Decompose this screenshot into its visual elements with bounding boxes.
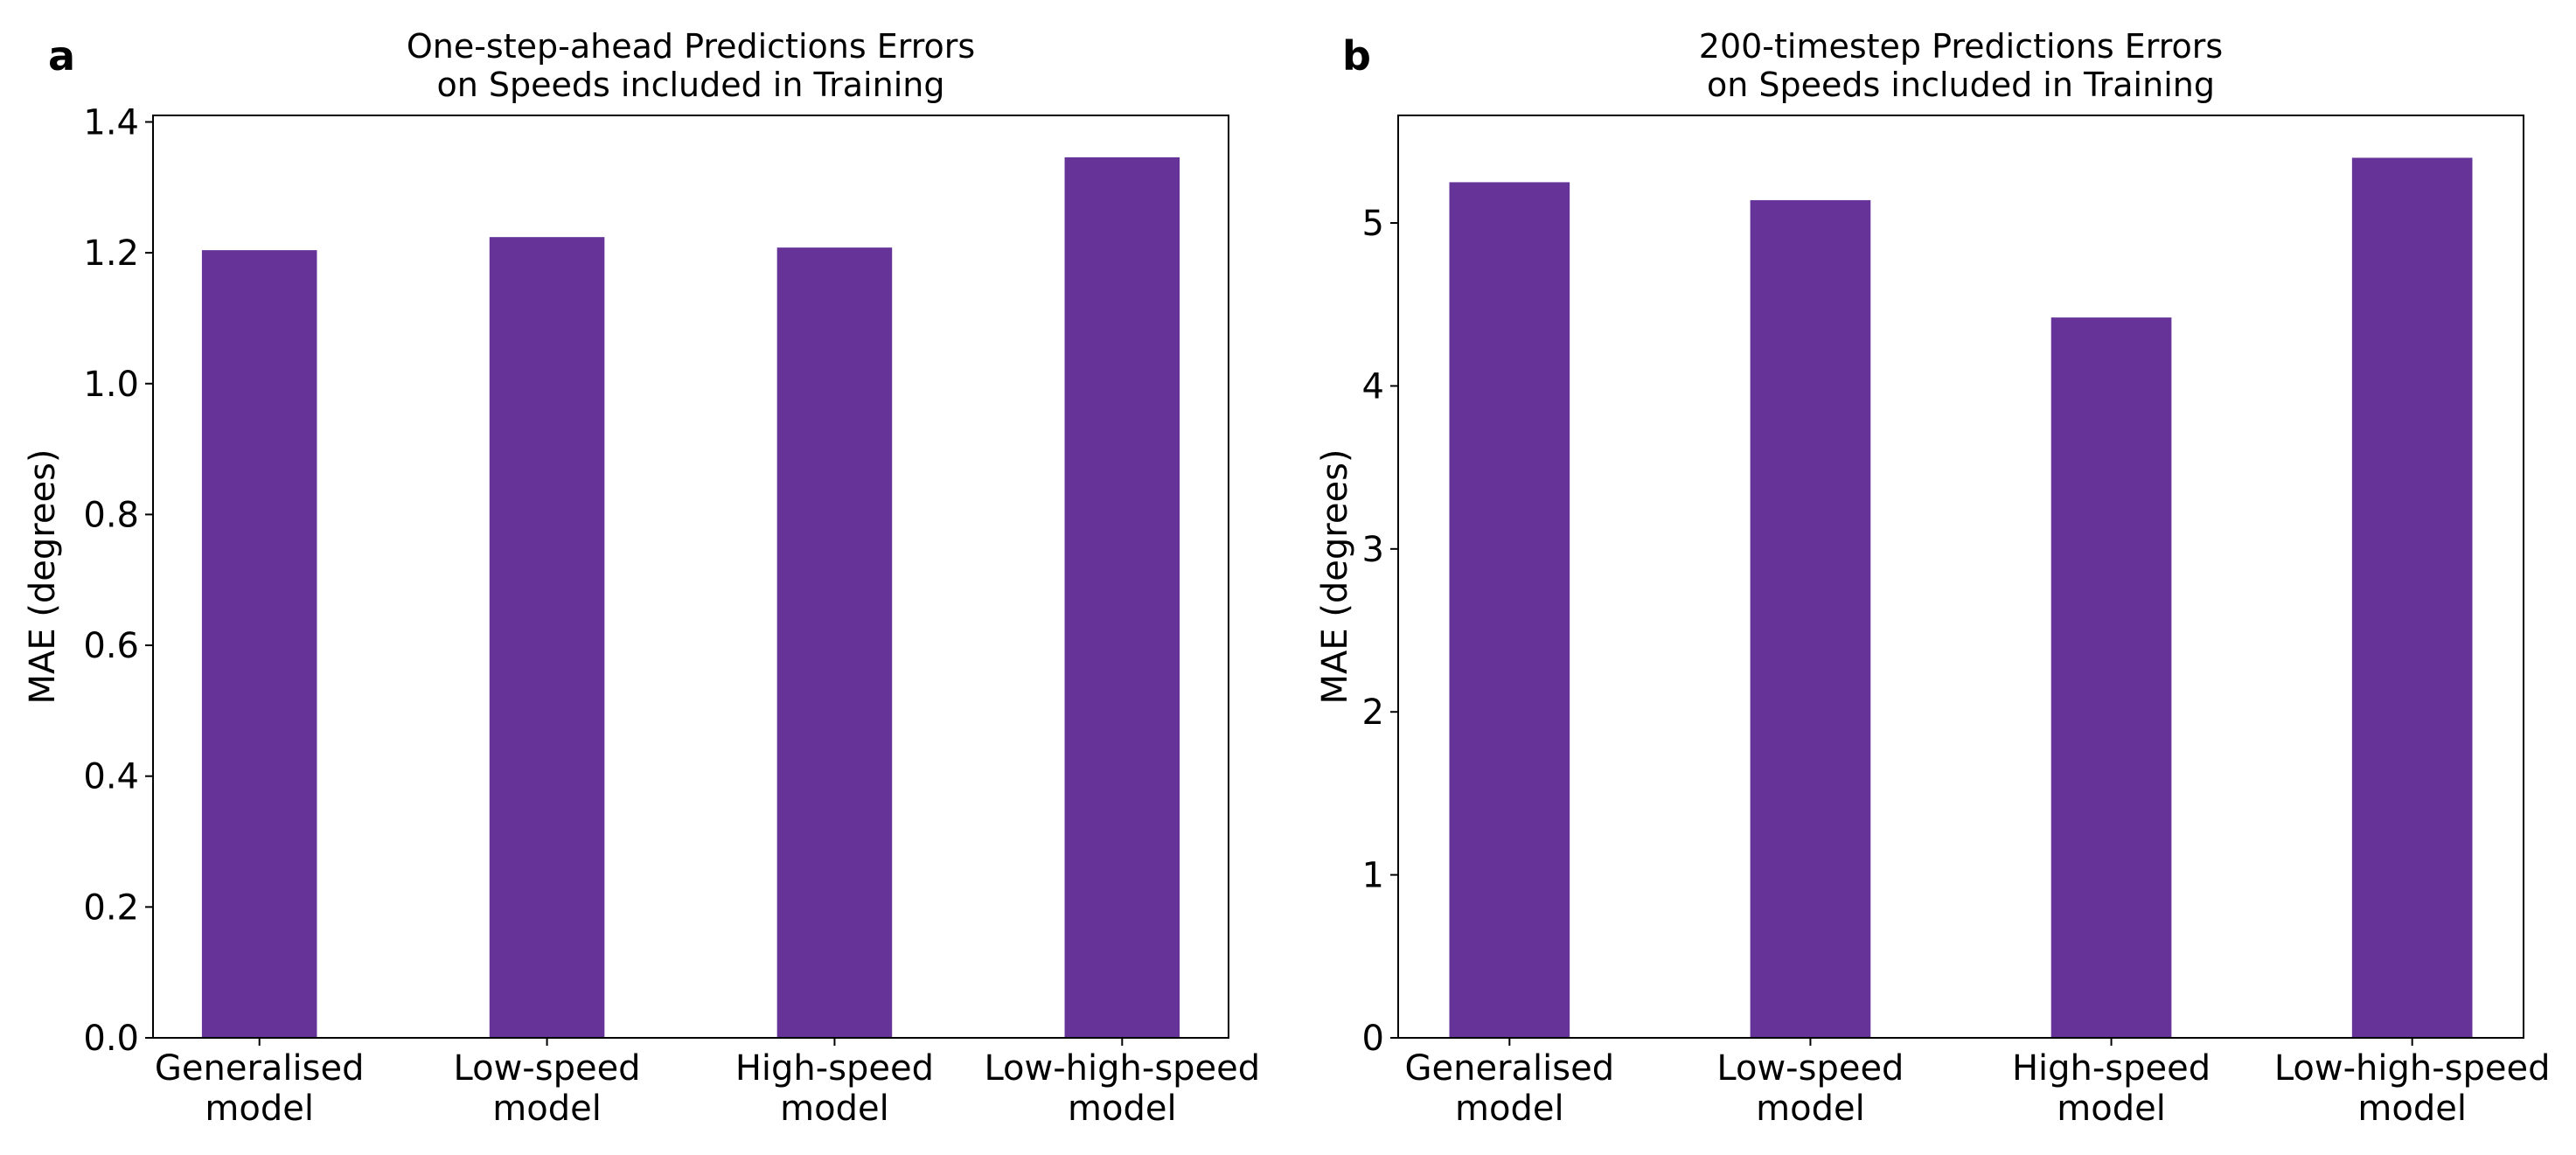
y-tick-label: 0.2 — [83, 887, 139, 928]
bar — [1449, 182, 1570, 1039]
y-tick-label: 1.0 — [83, 365, 139, 405]
bar — [2351, 157, 2473, 1038]
y-tick-label: 0.4 — [83, 757, 139, 797]
x-tick-label: model — [780, 1089, 889, 1129]
x-tick-label: High-speed — [2012, 1048, 2210, 1089]
y-tick-label: 2 — [1362, 692, 1384, 733]
x-tick-label: Generalised — [1405, 1048, 1615, 1089]
y-tick-label: 1.4 — [83, 102, 139, 143]
y-tick-label: 0.6 — [83, 626, 139, 666]
chart-title: on Speeds included in Training — [437, 66, 945, 104]
axes-frame — [1397, 115, 2524, 1039]
chart-title: on Speeds included in Training — [1707, 66, 2215, 104]
chart-title: One-step-ahead Predictions Errors — [407, 27, 975, 66]
y-tick-label: 1.2 — [83, 233, 139, 274]
x-tick-label: Low-high-speed — [2274, 1048, 2551, 1089]
y-tick-label: 5 — [1362, 204, 1384, 244]
y-tick-label: 1 — [1362, 856, 1384, 896]
chart-title: 200-timestep Predictions Errors — [1699, 27, 2223, 66]
y-tick-label: 3 — [1362, 530, 1384, 570]
bar — [2050, 317, 2172, 1038]
x-tick-label: model — [1455, 1089, 1564, 1129]
x-tick-label: model — [492, 1089, 602, 1129]
x-tick-label: Low-speed — [454, 1048, 641, 1089]
x-tick-label: Low-high-speed — [984, 1048, 1260, 1089]
bar — [1064, 157, 1180, 1038]
x-tick-label: model — [2357, 1089, 2467, 1129]
y-tick-label: 4 — [1362, 366, 1384, 407]
bar — [489, 237, 605, 1038]
bar — [776, 247, 893, 1038]
x-tick-label: model — [2057, 1089, 2166, 1129]
x-tick-label: model — [1068, 1089, 1177, 1129]
chart-a: 0.00.20.40.60.81.01.21.4Generalisedmodel… — [23, 27, 1260, 1129]
y-tick-label: 0.8 — [83, 495, 139, 535]
bar — [201, 250, 317, 1038]
panel-label: a — [48, 32, 75, 80]
y-tick-label: 0.0 — [83, 1019, 139, 1059]
y-tick-label: 0 — [1362, 1019, 1384, 1059]
x-tick-label: Generalised — [155, 1048, 365, 1089]
x-tick-label: model — [1756, 1089, 1865, 1129]
bar — [1750, 199, 1871, 1039]
axes-frame — [152, 115, 1229, 1039]
x-tick-label: High-speed — [735, 1048, 934, 1089]
y-axis-label: MAE (degrees) — [1315, 449, 1355, 704]
x-tick-label: Low-speed — [1716, 1048, 1904, 1089]
y-axis-label: MAE (degrees) — [23, 449, 63, 704]
x-tick-label: model — [205, 1089, 314, 1129]
chart-b: 012345GeneralisedmodelLow-speedmodelHigh… — [1315, 27, 2551, 1129]
panel-label: b — [1342, 32, 1371, 80]
